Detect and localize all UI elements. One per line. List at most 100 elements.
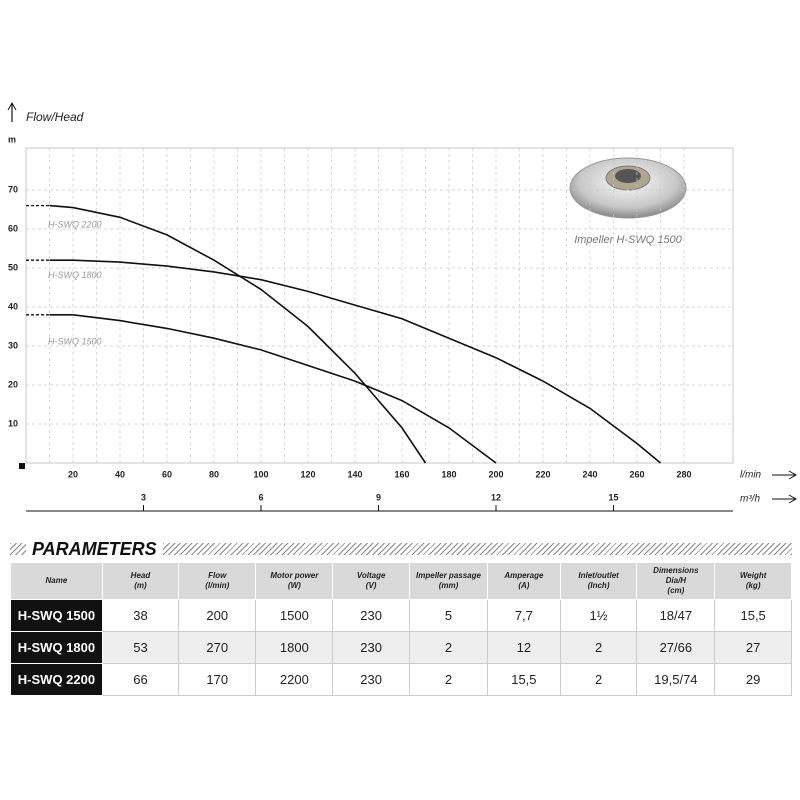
table-row: H-SWQ 1500 38 200 1500 230 5 7,7 1½ 18/47 15,5 [10,599,792,632]
header-text: Weight [739,571,767,580]
y-tick-label: 70 [8,184,18,194]
y-tick-label: 30 [8,340,18,350]
table-cell: 230 [332,663,411,696]
header-text: (V) [365,581,377,590]
header-text: (mm) [438,581,459,590]
table-cell: 2 [409,631,488,664]
series-line [49,259,662,464]
y-tick-label: 50 [8,262,18,272]
x-tick-label: 240 [582,469,597,479]
header-cell: Weight (kg) [714,562,792,600]
plot-frame [25,147,734,464]
name-cell: H-SWQ 1800 [10,631,103,664]
series-label: H-SWQ 1500 [48,336,102,346]
header-text: (l/min) [205,581,230,590]
table-cell: 1800 [255,631,334,664]
x2-axis-label: m³/h [740,494,760,505]
table-row: H-SWQ 1800 53 270 1800 230 2 12 2 27/66 27 [10,631,792,664]
annotation: Impeller H-SWQ 1500 [574,234,682,246]
header-cell: Motor power (W) [255,562,334,600]
x-tick-label: 260 [629,469,644,479]
x2-tick-label: 9 [376,492,381,502]
table-cell: 1½ [559,599,638,632]
table-cell: 230 [332,599,411,632]
header-cell: Impeller passage (mm) [409,562,488,600]
table-cell: 18/47 [636,599,716,632]
header-cell: Flow (l/min) [178,562,257,600]
header-text: Dia/H [665,576,687,585]
table-cell: 1500 [255,599,334,632]
header-cell: Amperage (A) [486,562,561,600]
table-cell: 170 [178,663,257,696]
table-cell: 7,7 [486,599,561,632]
header-text: Flow [208,571,227,580]
table-row: H-SWQ 2200 66 170 2200 230 2 15,5 2 19,5/74 29 [10,663,792,696]
header-row: Name Head (m) Flow (l/min) Motor power (W) Volt… [10,562,792,600]
header-text: Amperage [504,571,544,580]
header-cell: Inlet/outlet (Inch) [559,562,638,600]
header-text: Motor power [270,571,319,580]
table-cell: 53 [101,631,180,664]
origin-mark [19,463,25,469]
x-tick-label: 280 [676,469,691,479]
y-tick-label: 20 [8,379,18,389]
hatch [162,543,792,555]
header-text: (cm) [667,586,685,595]
chart: Flow/Head m l/min m³/h Impeller H-SWQ 15… [7,101,798,512]
table-cell: 2200 [255,663,334,696]
table-cell: 2 [559,631,638,664]
x-tick-label: 140 [347,469,362,479]
y-tick-label: 60 [8,223,18,233]
x2-tick-label: 3 [141,492,146,502]
y-tick-label: 40 [8,301,18,311]
table-cell: 15,5 [714,599,792,632]
header-cell: Head (m) [101,562,180,600]
name-cell: H-SWQ 2200 [10,663,103,696]
table-cell: 15,5 [486,663,561,696]
y-axis-label: m [8,134,16,144]
table-title-row: PARAMETERS [10,538,792,560]
x-tick-label: 20 [68,469,78,479]
table-cell: 200 [178,599,257,632]
impeller-image [569,157,687,219]
header-text: (W) [287,581,301,590]
x-tick-label: 60 [162,469,172,479]
series-label: H-SWQ 2200 [48,219,102,229]
x-tick-label: 200 [488,469,503,479]
y-tick-label: 10 [8,418,18,428]
name-cell: H-SWQ 1500 [10,599,103,632]
header-text: (kg) [745,581,761,590]
header-text: Name [45,576,68,585]
series-label: H-SWQ 1800 [48,270,102,280]
header-text: Head [130,571,151,580]
x-axis-label: l/min [740,470,762,481]
x-tick-label: 160 [394,469,409,479]
header-cell: Dimensions Dia/H (cm) [636,562,716,600]
x2-tick-label: 12 [491,492,501,502]
table-cell: 12 [486,631,561,664]
table-cell: 2 [559,663,638,696]
x2-tick-label: 6 [258,492,263,502]
table-cell: 19,5/74 [636,663,716,696]
x-tick-label: 100 [253,469,268,479]
header-text: Inlet/outlet [578,571,619,580]
y-arrow-head [7,101,17,111]
series-line [49,314,497,464]
parameters-table: Name Head (m) Flow (l/min) Motor power (W) Volt… [10,562,792,696]
x-tick-label: 80 [209,469,219,479]
header-text: Impeller passage [416,571,481,580]
x-tick-label: 120 [300,469,315,479]
table-cell: 38 [101,599,180,632]
table-cell: 230 [332,631,411,664]
chart-title: Flow/Head [26,110,84,124]
header-text: (A) [518,581,530,590]
header-text: (Inch) [587,581,610,590]
table-cell: 27 [714,631,792,664]
table-cell: 5 [409,599,488,632]
header-cell: Voltage (V) [332,562,411,600]
header-text: Dimensions [653,566,699,575]
series-line [49,204,427,464]
x-tick-label: 180 [441,469,456,479]
hatch [10,543,26,555]
